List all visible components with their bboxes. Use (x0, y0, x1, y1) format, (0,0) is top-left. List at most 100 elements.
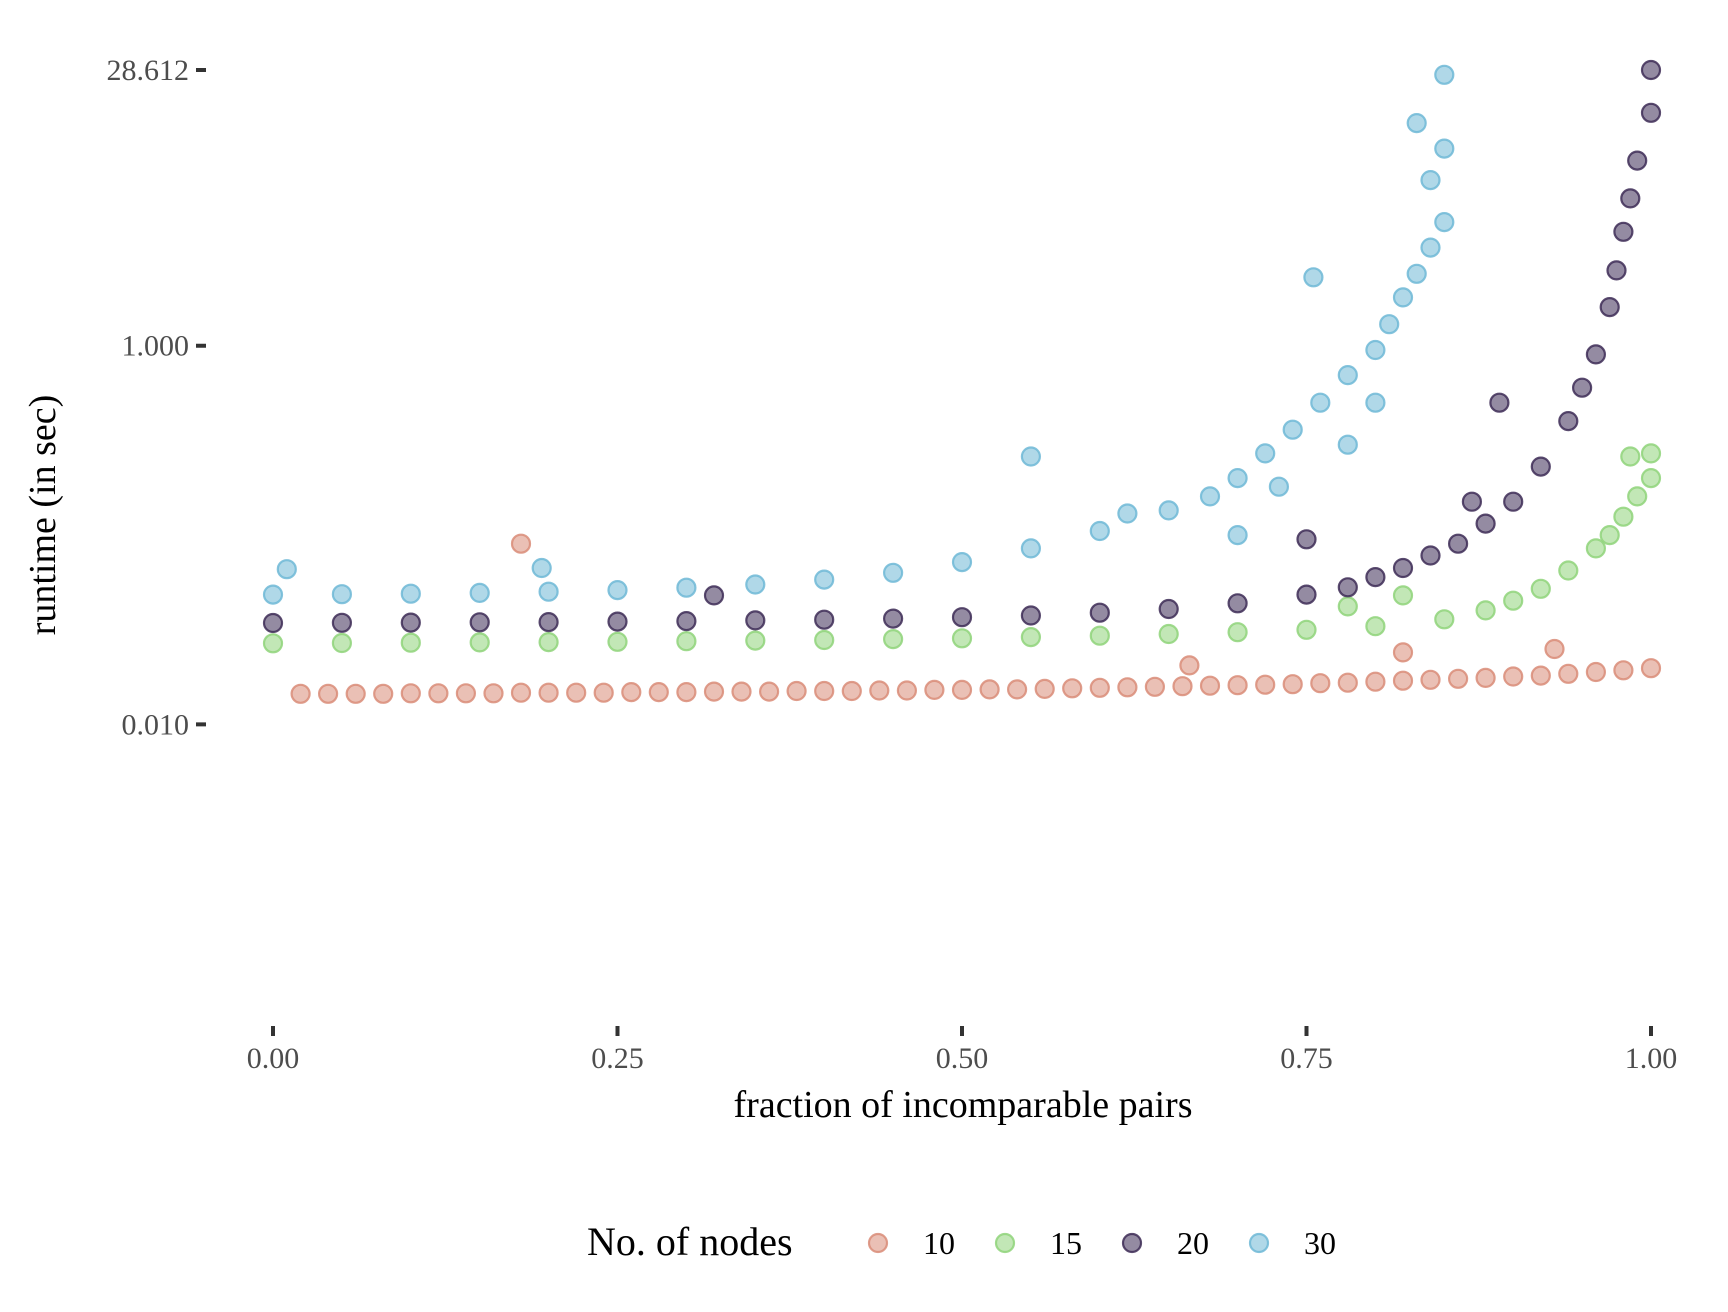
data-point (1392, 642, 1414, 663)
data-point (703, 585, 725, 606)
data-point (924, 679, 945, 701)
data-point (345, 683, 366, 704)
data-point (951, 628, 973, 649)
y-axis-title: runtime (in sec) (22, 395, 64, 636)
data-point (1337, 434, 1358, 455)
data-point (676, 681, 697, 703)
data-point (1379, 314, 1400, 335)
data-point (1571, 377, 1593, 398)
data-point (1365, 339, 1386, 361)
data-point (814, 629, 835, 651)
x-tick-label: 0.25 (591, 1042, 644, 1075)
data-point (1337, 596, 1358, 617)
data-point (1158, 598, 1179, 620)
points-layer (262, 59, 1662, 704)
data-point (1365, 566, 1386, 588)
data-point (1089, 677, 1110, 698)
data-point (896, 680, 918, 701)
data-point (1089, 625, 1110, 646)
data-point (1158, 500, 1179, 521)
data-point (1282, 419, 1303, 440)
data-point (593, 682, 614, 703)
data-point (1179, 655, 1200, 676)
data-point (566, 682, 587, 703)
data-point (1599, 524, 1620, 546)
data-point (331, 632, 352, 654)
data-point (1420, 237, 1441, 258)
data-point (1447, 533, 1469, 554)
data-point (979, 679, 1000, 700)
data-point (731, 681, 752, 702)
data-point (538, 631, 559, 653)
data-point (1303, 267, 1324, 288)
data-point (1337, 577, 1358, 598)
data-point (1006, 679, 1028, 700)
data-point (1558, 560, 1579, 581)
data-point (1544, 638, 1565, 660)
x-tick-label: 1.00 (1625, 1042, 1678, 1075)
data-point (1062, 678, 1083, 699)
data-point (531, 557, 552, 579)
data-point (745, 630, 766, 651)
data-point (262, 612, 284, 634)
data-point (607, 631, 628, 652)
data-point (1558, 663, 1579, 684)
data-point (869, 680, 890, 701)
data-point (1503, 590, 1524, 611)
data-point (951, 679, 973, 701)
data-point (1158, 623, 1179, 645)
data-point (1392, 585, 1414, 606)
data-point (538, 611, 559, 633)
data-point (469, 582, 490, 604)
data-point (1599, 297, 1620, 318)
data-point (538, 682, 559, 703)
data-point (1585, 344, 1607, 365)
data-point (882, 628, 904, 650)
series-15 (262, 443, 1662, 654)
data-point (1392, 670, 1414, 691)
data-point (1117, 503, 1138, 524)
data-point (1558, 411, 1579, 432)
legend-key-10 (867, 1232, 889, 1254)
data-point (676, 610, 697, 632)
data-point (1296, 584, 1317, 605)
data-point (1227, 622, 1248, 643)
data-point (1089, 602, 1110, 623)
data-point (1627, 486, 1648, 507)
data-point (483, 683, 504, 704)
legend-key-15 (994, 1232, 1016, 1254)
data-point (1392, 287, 1414, 308)
data-point (951, 607, 973, 628)
series-30 (262, 64, 1455, 605)
data-point (1475, 513, 1496, 534)
data-point (1406, 263, 1427, 284)
data-point (1475, 600, 1496, 621)
data-point (1337, 365, 1358, 386)
data-point (1310, 673, 1331, 694)
data-point (676, 631, 697, 652)
data-point (1089, 520, 1110, 542)
data-point (1268, 476, 1290, 497)
data-point (1640, 658, 1662, 679)
data-point (1503, 666, 1524, 687)
data-point (814, 680, 835, 702)
x-axis-title: fraction of incomparable pairs (734, 1084, 1193, 1126)
legend-key-20 (1121, 1232, 1143, 1254)
data-point (1613, 660, 1634, 681)
data-point (1255, 674, 1276, 695)
data-point (1530, 665, 1551, 686)
legend-title: No. of nodes (587, 1219, 793, 1264)
data-point (400, 612, 421, 633)
data-point (814, 569, 835, 590)
legend-label-10: 10 (923, 1225, 955, 1261)
data-point (1282, 674, 1303, 695)
data-point (400, 683, 421, 704)
data-point (428, 683, 449, 704)
data-point (1530, 456, 1551, 477)
data-point (1406, 112, 1427, 134)
data-point (538, 581, 559, 602)
legend-label-15: 15 (1050, 1225, 1082, 1261)
data-point (1640, 468, 1662, 489)
x-tick-label: 0.75 (1280, 1042, 1333, 1075)
data-point (400, 632, 421, 653)
